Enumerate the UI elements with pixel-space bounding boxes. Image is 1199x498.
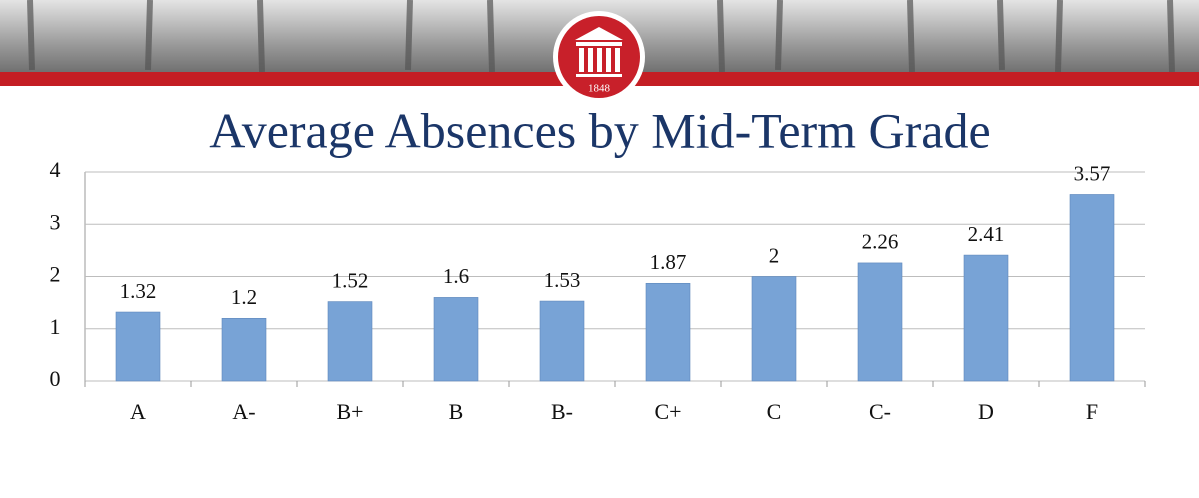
y-tick-label: 3: [50, 209, 61, 234]
x-tick-label: B: [449, 399, 464, 424]
x-tick-label: A-: [232, 399, 255, 424]
bar: [327, 301, 373, 382]
x-tick-label: C-: [869, 399, 891, 424]
bar: [1069, 194, 1115, 382]
y-tick-label: 1: [50, 314, 61, 339]
bar: [539, 300, 585, 382]
y-tick-label: 4: [50, 157, 61, 182]
data-label: 3.57: [1074, 161, 1111, 185]
bar: [433, 297, 479, 382]
bar: [115, 311, 161, 382]
data-label: 2.41: [968, 222, 1005, 246]
bar: [751, 276, 797, 382]
data-label: 1.52: [332, 268, 369, 292]
bar: [857, 262, 903, 382]
data-label: 1.53: [544, 268, 581, 292]
data-label: 2: [769, 243, 780, 267]
x-tick-label: D: [978, 399, 994, 424]
x-tick-label: A: [130, 399, 146, 424]
logo: 1848: [553, 11, 645, 103]
chart-title: Average Absences by Mid-Term Grade: [209, 102, 990, 158]
data-label: 1.6: [443, 264, 469, 288]
bar: [645, 282, 691, 382]
data-label: 1.87: [650, 250, 687, 274]
y-tick-label: 2: [50, 262, 61, 287]
bar: [963, 254, 1009, 382]
x-tick-label: C: [767, 399, 782, 424]
data-label: 1.2: [231, 285, 257, 309]
x-tick-label: B-: [551, 399, 573, 424]
data-label: 2.26: [862, 230, 899, 254]
x-tick-label: B+: [336, 399, 363, 424]
data-label: 1.32: [120, 279, 157, 303]
y-tick-label: 0: [50, 366, 61, 391]
bar: [221, 317, 267, 382]
logo-text: 1848: [588, 83, 611, 95]
x-tick-label: F: [1086, 399, 1098, 424]
x-tick-label: C+: [654, 399, 681, 424]
